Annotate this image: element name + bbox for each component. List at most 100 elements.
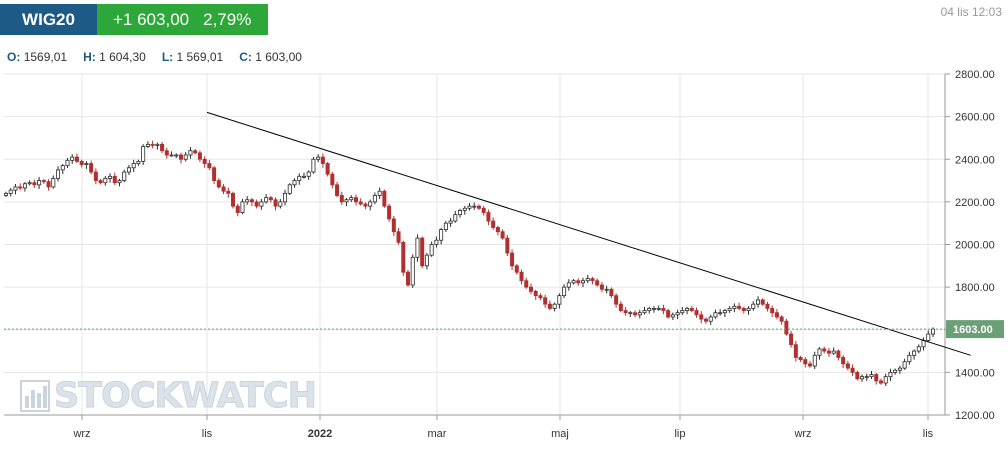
candle-body <box>817 348 822 356</box>
y-tick-label: 2000.00 <box>955 240 995 252</box>
candle-body <box>65 159 70 167</box>
candle-body <box>4 192 9 196</box>
candle-body <box>514 265 519 273</box>
candle-body <box>136 160 141 164</box>
candle-body <box>779 316 784 322</box>
y-tick-label: 1400.00 <box>955 367 995 379</box>
candle-body <box>656 308 661 310</box>
candle-body <box>595 280 600 286</box>
candle-body <box>249 199 254 203</box>
candle-body <box>221 186 226 192</box>
candle-body <box>41 180 46 183</box>
candle-body <box>756 299 761 305</box>
candle-body <box>283 192 288 203</box>
candle-body <box>89 163 94 173</box>
candle-body <box>264 197 269 203</box>
candle-body <box>822 348 827 352</box>
candle-body <box>188 150 193 156</box>
candle-body <box>325 163 330 175</box>
low-label: L: <box>161 50 174 64</box>
candle-body <box>13 186 18 191</box>
candle-body <box>122 171 127 181</box>
x-tick-label: lis <box>202 428 213 440</box>
bar-chart-icon <box>20 380 50 412</box>
candle-body <box>524 280 529 288</box>
candle-body <box>74 156 79 162</box>
candle-body <box>902 361 907 369</box>
candle-body <box>202 158 207 164</box>
candle-body <box>888 371 893 378</box>
candle-body <box>51 178 56 188</box>
candle-body <box>722 310 727 314</box>
candle-body <box>297 175 302 181</box>
candle-body <box>387 205 392 220</box>
candle-body <box>18 186 23 189</box>
candle-body <box>316 156 321 160</box>
candle-body <box>661 308 666 311</box>
candle-body <box>368 201 373 207</box>
candle-body <box>155 143 160 146</box>
candle-body <box>268 197 273 201</box>
candle-body <box>907 354 912 363</box>
last-price-label: 1603.00 <box>953 324 993 336</box>
candle-body <box>751 303 756 309</box>
candle-body <box>439 229 444 241</box>
candle-body <box>694 310 699 316</box>
x-tick-label: wrz <box>72 428 90 440</box>
candle-body <box>798 357 803 360</box>
candle-body <box>576 280 581 284</box>
last-price-tag <box>946 320 1004 339</box>
y-tick-label: 2800.00 <box>955 70 995 81</box>
candle-body <box>382 190 387 207</box>
candle-body <box>434 239 439 245</box>
candle-body <box>547 303 552 309</box>
candle-body <box>675 312 680 316</box>
price-change: +1 603,00 2,79% <box>97 4 268 35</box>
candle-body <box>680 310 685 314</box>
candle-body <box>793 344 798 358</box>
watermark-text: STOCKWATCH <box>54 376 318 417</box>
candle-body <box>32 182 37 186</box>
candle-body <box>647 308 652 311</box>
candle-body <box>448 220 453 224</box>
candle-body <box>770 308 775 314</box>
candle-body <box>505 237 510 254</box>
candle-body <box>789 333 794 346</box>
candle-body <box>760 299 765 305</box>
candle-body <box>552 303 557 309</box>
price-chart[interactable]: 1200.001400.001600.001800.002000.002200.… <box>0 70 1008 449</box>
candle-body <box>160 143 165 152</box>
open-label: O: <box>7 50 21 64</box>
candle-body <box>491 220 496 228</box>
y-tick-label: 1800.00 <box>955 282 995 294</box>
symbol-label[interactable]: WIG20 <box>0 4 97 35</box>
candle-body <box>519 271 524 282</box>
y-tick-label: 2600.00 <box>955 112 995 124</box>
candle-body <box>878 380 883 384</box>
candle-body <box>765 303 770 309</box>
candle-body <box>803 359 808 365</box>
candle-body <box>98 180 103 184</box>
candle-body <box>718 312 723 315</box>
candle-body <box>207 163 212 169</box>
candle-body <box>169 154 174 157</box>
candle-body <box>415 237 420 258</box>
candle-body <box>330 173 335 186</box>
candle-body <box>500 231 505 239</box>
candle-body <box>287 184 292 194</box>
candle-body <box>358 201 363 205</box>
candle-body <box>301 175 306 178</box>
high-label: H: <box>83 50 96 64</box>
candle-body <box>410 256 415 286</box>
candle-body <box>46 181 51 188</box>
candle-body <box>273 199 278 207</box>
candle-body <box>22 183 27 189</box>
candle-body <box>826 350 831 354</box>
y-tick-label: 1200.00 <box>955 410 995 422</box>
candle-body <box>864 376 869 379</box>
candle-body <box>486 212 491 222</box>
candle-body <box>912 350 917 356</box>
ohlc-high: H: 1 604,30 <box>83 50 146 64</box>
candle-body <box>571 280 576 284</box>
candle-body <box>869 374 874 378</box>
